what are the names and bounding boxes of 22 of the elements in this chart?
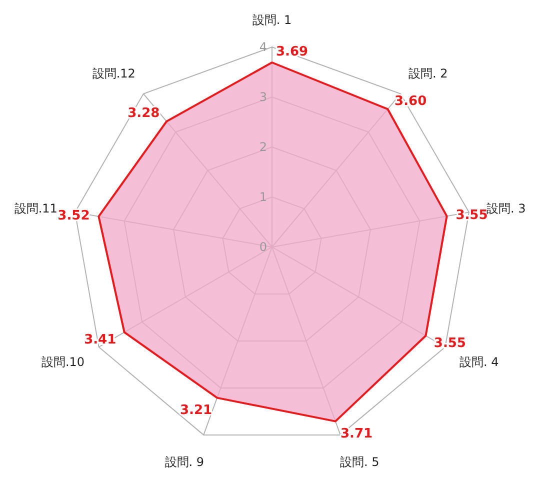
data-label: 3.55 <box>456 208 488 224</box>
y-tick-label: 0 <box>259 240 267 254</box>
data-label: 3.60 <box>394 94 427 109</box>
data-label: 3.71 <box>340 426 373 442</box>
data-label: 3.55 <box>434 336 466 351</box>
y-tick-label: 1 <box>259 190 267 204</box>
data-label: 3.28 <box>128 106 160 122</box>
data-label: 3.52 <box>58 208 90 224</box>
spoke-label: 設問.10 <box>41 355 85 369</box>
spoke-label: 設問. 5 <box>340 455 380 470</box>
data-label: 3.69 <box>276 44 308 60</box>
spoke-label: 設問. 9 <box>164 455 204 470</box>
data-label: 3.41 <box>84 332 116 348</box>
y-tick-label: 3 <box>259 90 267 104</box>
spoke-label: 設問.12 <box>92 66 136 80</box>
spoke-label: 設問. 4 <box>459 355 499 369</box>
spoke-label: 設問. 3 <box>486 201 526 216</box>
spoke-label: 設問. 1 <box>252 13 292 27</box>
y-tick-label: 2 <box>259 140 267 154</box>
spoke-label: 設問.11 <box>14 201 58 216</box>
spoke-label: 設問. 2 <box>408 66 448 80</box>
data-label: 3.21 <box>180 403 212 418</box>
